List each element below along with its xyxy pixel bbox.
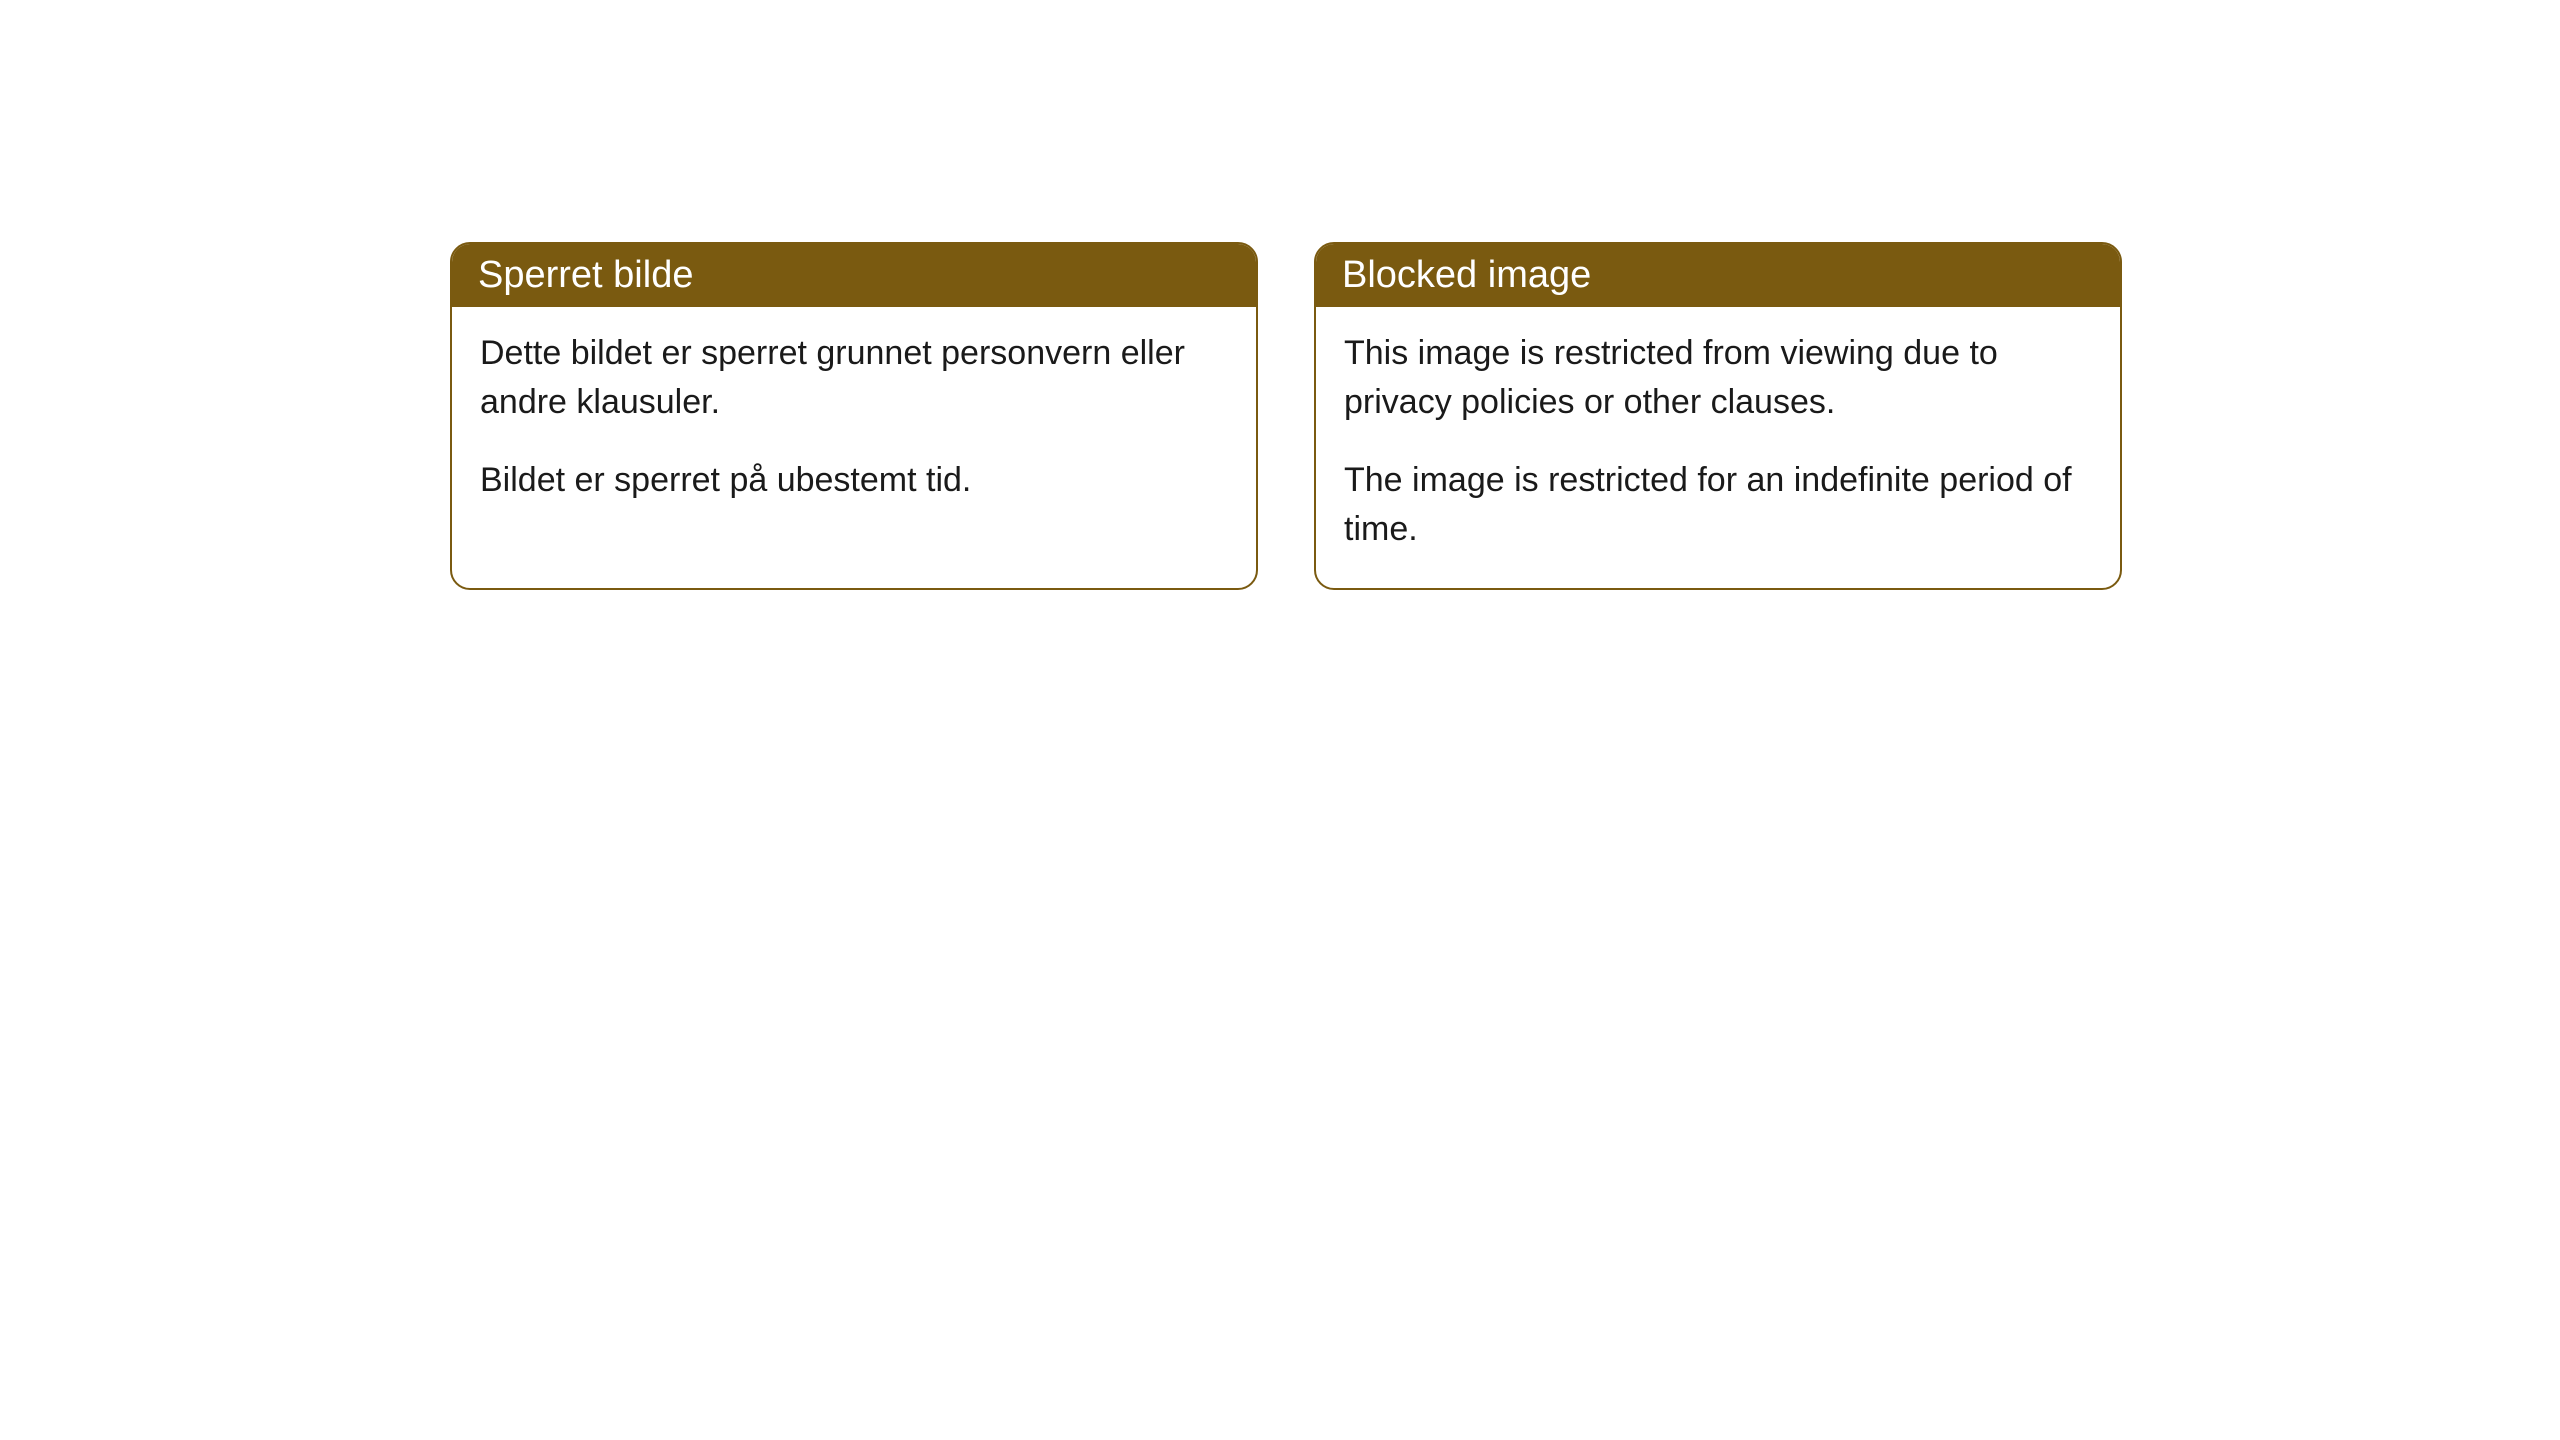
notice-title: Sperret bilde xyxy=(478,254,693,296)
notice-container: Sperret bilde Dette bildet er sperret gr… xyxy=(0,0,2560,590)
notice-card-english: Blocked image This image is restricted f… xyxy=(1314,242,2122,590)
notice-body-norwegian: Dette bildet er sperret grunnet personve… xyxy=(452,307,1256,539)
notice-paragraph: Bildet er sperret på ubestemt tid. xyxy=(480,456,1228,505)
notice-card-norwegian: Sperret bilde Dette bildet er sperret gr… xyxy=(450,242,1258,590)
notice-paragraph: The image is restricted for an indefinit… xyxy=(1344,456,2092,555)
notice-paragraph: Dette bildet er sperret grunnet personve… xyxy=(480,329,1228,428)
notice-header-english: Blocked image xyxy=(1316,244,2120,307)
notice-header-norwegian: Sperret bilde xyxy=(452,244,1256,307)
notice-paragraph: This image is restricted from viewing du… xyxy=(1344,329,2092,428)
notice-body-english: This image is restricted from viewing du… xyxy=(1316,307,2120,588)
notice-title: Blocked image xyxy=(1342,254,1591,296)
